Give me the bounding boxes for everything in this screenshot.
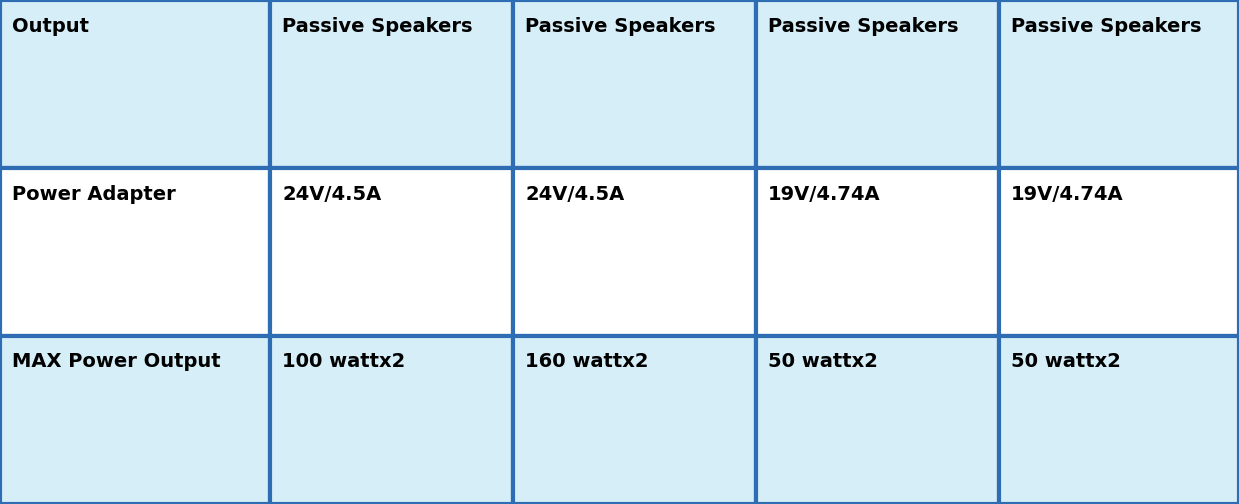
Text: Passive Speakers: Passive Speakers — [282, 17, 473, 36]
Bar — [513, 336, 756, 504]
Text: Passive Speakers: Passive Speakers — [768, 17, 959, 36]
Text: 24V/4.5A: 24V/4.5A — [282, 184, 382, 204]
Bar — [0, 336, 270, 504]
Bar — [756, 168, 999, 336]
Text: MAX Power Output: MAX Power Output — [12, 352, 221, 371]
Bar — [0, 0, 270, 168]
Bar — [513, 0, 756, 168]
Text: Power Adapter: Power Adapter — [12, 184, 176, 204]
Bar — [270, 336, 513, 504]
Text: Output: Output — [12, 17, 89, 36]
Bar — [999, 168, 1239, 336]
Bar — [756, 336, 999, 504]
Bar — [999, 336, 1239, 504]
Text: Passive Speakers: Passive Speakers — [525, 17, 716, 36]
Text: 50 wattx2: 50 wattx2 — [1011, 352, 1121, 371]
Bar — [513, 168, 756, 336]
Text: 100 wattx2: 100 wattx2 — [282, 352, 405, 371]
Text: Passive Speakers: Passive Speakers — [1011, 17, 1202, 36]
Text: 19V/4.74A: 19V/4.74A — [768, 184, 881, 204]
Text: 19V/4.74A: 19V/4.74A — [1011, 184, 1124, 204]
Text: 24V/4.5A: 24V/4.5A — [525, 184, 624, 204]
Bar — [270, 0, 513, 168]
Bar — [999, 0, 1239, 168]
Text: 160 wattx2: 160 wattx2 — [525, 352, 649, 371]
Bar — [756, 0, 999, 168]
Text: 50 wattx2: 50 wattx2 — [768, 352, 878, 371]
Bar — [0, 168, 270, 336]
Bar — [270, 168, 513, 336]
